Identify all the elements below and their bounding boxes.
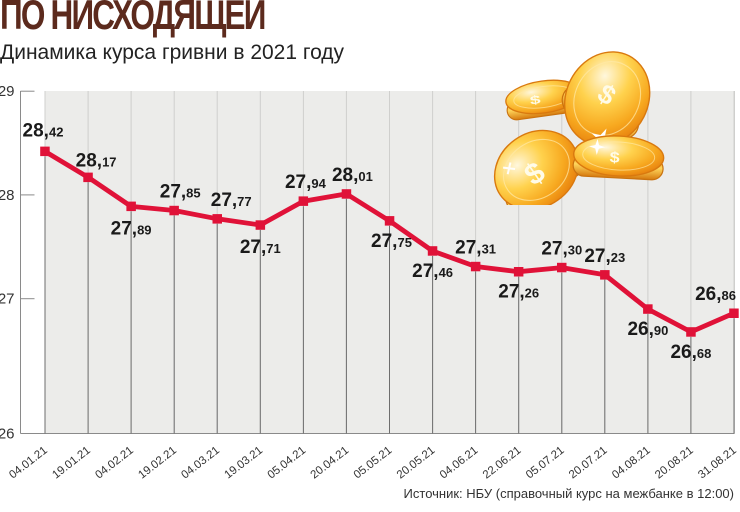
svg-text:26,86: 26,86 xyxy=(695,284,736,305)
svg-text:04.06.21: 04.06.21 xyxy=(438,444,481,481)
svg-text:19.02.21: 19.02.21 xyxy=(136,444,179,481)
svg-text:27,30: 27,30 xyxy=(541,239,582,260)
svg-text:05.05.21: 05.05.21 xyxy=(352,444,395,481)
svg-text:31.08.21: 31.08.21 xyxy=(696,444,739,481)
svg-text:04.03.21: 04.03.21 xyxy=(179,444,222,481)
svg-text:27,26: 27,26 xyxy=(498,282,539,303)
svg-text:26,90: 26,90 xyxy=(627,319,668,340)
svg-text:$: $ xyxy=(529,93,541,107)
svg-text:28,17: 28,17 xyxy=(76,150,117,171)
svg-text:27: 27 xyxy=(0,291,15,308)
svg-text:27,85: 27,85 xyxy=(160,182,201,203)
svg-text:27,23: 27,23 xyxy=(584,246,625,267)
svg-text:27,94: 27,94 xyxy=(285,172,327,193)
svg-text:20.08.21: 20.08.21 xyxy=(653,444,696,481)
svg-text:22.06.21: 22.06.21 xyxy=(481,444,524,481)
svg-text:04.02.21: 04.02.21 xyxy=(93,444,136,481)
svg-text:26,68: 26,68 xyxy=(670,342,711,363)
svg-text:27,71: 27,71 xyxy=(240,237,281,258)
svg-text:27,77: 27,77 xyxy=(211,190,252,211)
svg-text:04.01.21: 04.01.21 xyxy=(7,444,50,481)
svg-text:27,31: 27,31 xyxy=(455,238,496,259)
svg-text:27,75: 27,75 xyxy=(371,231,412,252)
svg-text:20.05.21: 20.05.21 xyxy=(395,444,438,481)
svg-text:26: 26 xyxy=(0,426,15,443)
svg-text:20.07.21: 20.07.21 xyxy=(567,444,610,481)
svg-text:28,01: 28,01 xyxy=(332,165,373,186)
svg-text:19.03.21: 19.03.21 xyxy=(222,444,265,481)
svg-text:28: 28 xyxy=(0,187,15,204)
svg-text:27,46: 27,46 xyxy=(412,261,453,282)
svg-text:20.04.21: 20.04.21 xyxy=(309,444,352,481)
svg-text:05.07.21: 05.07.21 xyxy=(524,444,567,481)
svg-text:29: 29 xyxy=(0,83,15,100)
svg-text:04.08.21: 04.08.21 xyxy=(610,444,653,481)
svg-text:28,42: 28,42 xyxy=(23,120,64,141)
svg-text:19.01.21: 19.01.21 xyxy=(50,444,93,481)
svg-text:05.04.21: 05.04.21 xyxy=(266,444,309,481)
svg-text:$: $ xyxy=(609,148,621,166)
svg-text:27,89: 27,89 xyxy=(111,218,152,239)
